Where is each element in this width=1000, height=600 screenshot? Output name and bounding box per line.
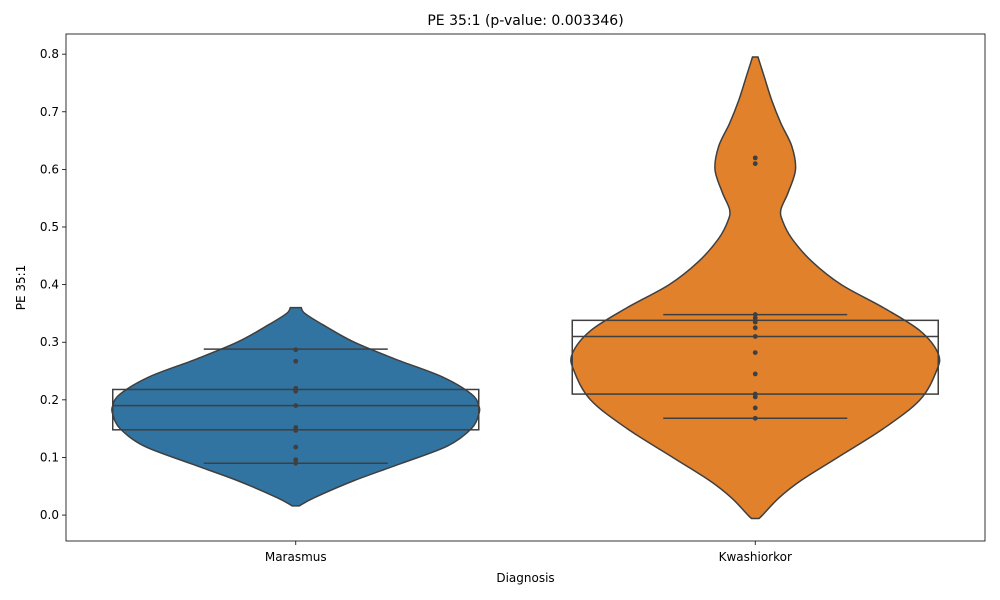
y-tick-label: 0.6 (40, 162, 59, 176)
y-tick-label: 0.8 (40, 47, 59, 61)
data-point (752, 315, 758, 321)
data-point (752, 161, 758, 167)
y-tick-label: 0.7 (40, 105, 59, 119)
data-point (752, 350, 758, 356)
data-point (752, 155, 758, 161)
data-point (293, 457, 299, 463)
data-point (752, 334, 758, 339)
plot-area (111, 56, 941, 520)
data-point (293, 358, 299, 364)
data-point (293, 403, 299, 409)
x-tick-label: Kwashiorkor (719, 550, 792, 564)
data-point (752, 391, 758, 397)
plot-frame (65, 33, 986, 542)
data-point (752, 415, 758, 421)
data-point (293, 385, 299, 391)
y-tick-label: 0.2 (40, 393, 59, 407)
data-point (293, 425, 299, 430)
y-tick-label: 0.4 (40, 278, 59, 292)
x-axis: Marasmus Kwashiorkor (265, 541, 792, 564)
violin-body (570, 56, 941, 520)
y-axis-label: PE 35:1 (14, 265, 28, 311)
y-tick-label: 0.1 (40, 450, 59, 464)
x-axis-label: Diagnosis (496, 571, 554, 585)
data-point (293, 460, 299, 466)
data-point (293, 444, 299, 450)
chart-title: PE 35:1 (p-value: 0.003346) (427, 13, 623, 29)
data-point (752, 319, 758, 325)
y-tick-label: 0.0 (40, 508, 59, 522)
data-point (752, 405, 758, 411)
y-tick-label: 0.5 (40, 220, 59, 234)
y-axis: 0.0 0.1 0.2 0.3 0.4 0.5 0.6 0.7 0.8 (40, 47, 66, 522)
data-point (752, 325, 758, 331)
data-point (293, 347, 299, 353)
y-tick-label: 0.3 (40, 335, 59, 349)
data-point (752, 312, 758, 317)
x-tick-label: Marasmus (265, 550, 327, 564)
data-point (752, 371, 758, 377)
